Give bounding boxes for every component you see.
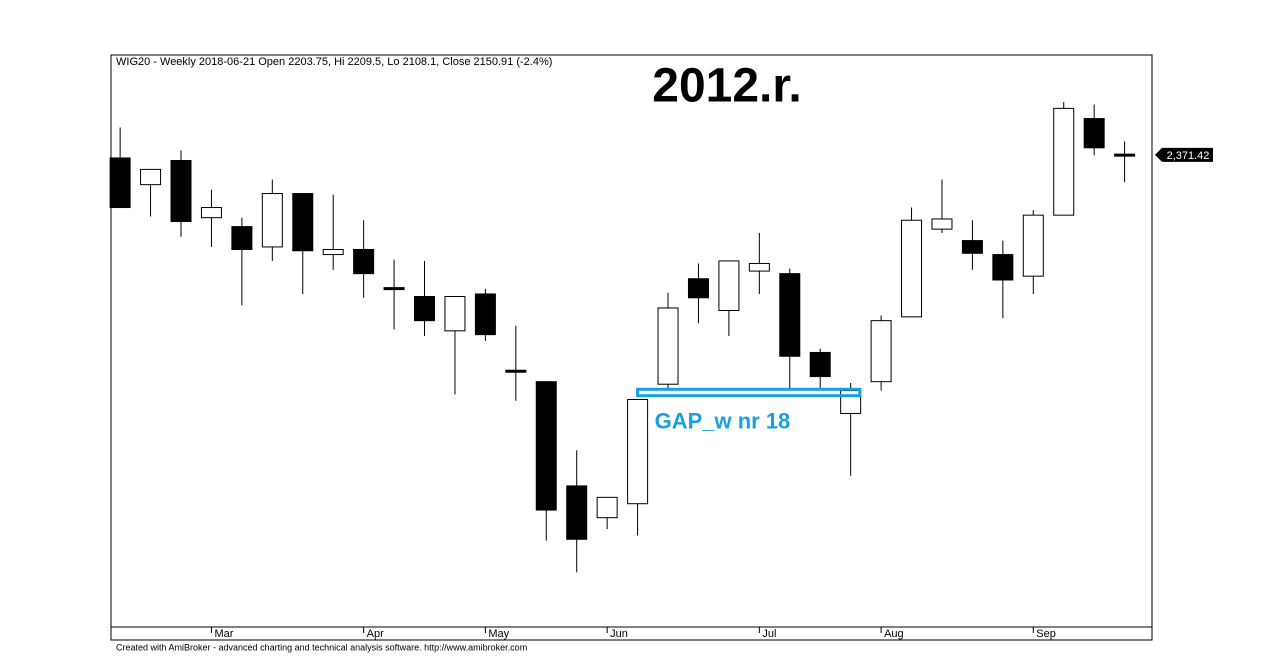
candle-body [840,390,862,414]
candle-body [596,496,618,519]
candle-body [444,296,466,332]
x-tick-label: Apr [367,628,384,640]
plot-frame [110,54,1153,641]
candle-body [170,160,192,223]
x-tick-label: Sep [1036,628,1056,640]
candle-body [901,219,923,318]
candle-body [931,218,953,230]
year-annotation: 2012.r. [652,60,801,113]
candle-body [961,240,983,254]
candle-body [322,248,344,256]
candle-body [1053,107,1075,216]
candle-body [292,193,314,252]
x-tick-label: Mar [214,628,233,640]
candle-body [383,287,405,291]
footer: Created with AmiBroker - advanced charti… [116,642,527,652]
gap-zone [636,387,862,398]
candle-body [1022,214,1044,277]
candle-body [1114,153,1136,157]
chart-title: WIG20 - Weekly 2018-06-21 Open 2203.75, … [116,56,552,68]
candle-body [870,320,892,383]
candle-body [992,254,1014,281]
candle-body [261,193,283,248]
candle-body [109,157,131,209]
candle-body [231,226,253,250]
x-tick-label: Jun [610,628,628,640]
candle-body [505,369,527,373]
x-tick-label: May [488,628,509,640]
candle-body [809,351,831,378]
candle-body [353,248,375,275]
last-price-label: 2,371.42 [1167,150,1210,162]
candle-body [566,485,588,540]
candle-body [474,293,496,336]
x-tick-label: Aug [884,628,904,640]
candle-body [1083,118,1105,149]
last-price-marker [1155,147,1213,162]
candle-body [200,207,222,219]
candle-body [718,260,740,311]
candle-body [657,307,679,385]
candle-body [687,278,709,299]
candle-body [779,273,801,357]
gap-label: GAP_w nr 18 [655,408,791,433]
candle-body [140,168,162,186]
x-tick-label: Jul [762,628,776,640]
candle-body [414,296,436,322]
candle-body [535,381,557,511]
candle-body [627,398,649,505]
candle-body [748,262,770,272]
